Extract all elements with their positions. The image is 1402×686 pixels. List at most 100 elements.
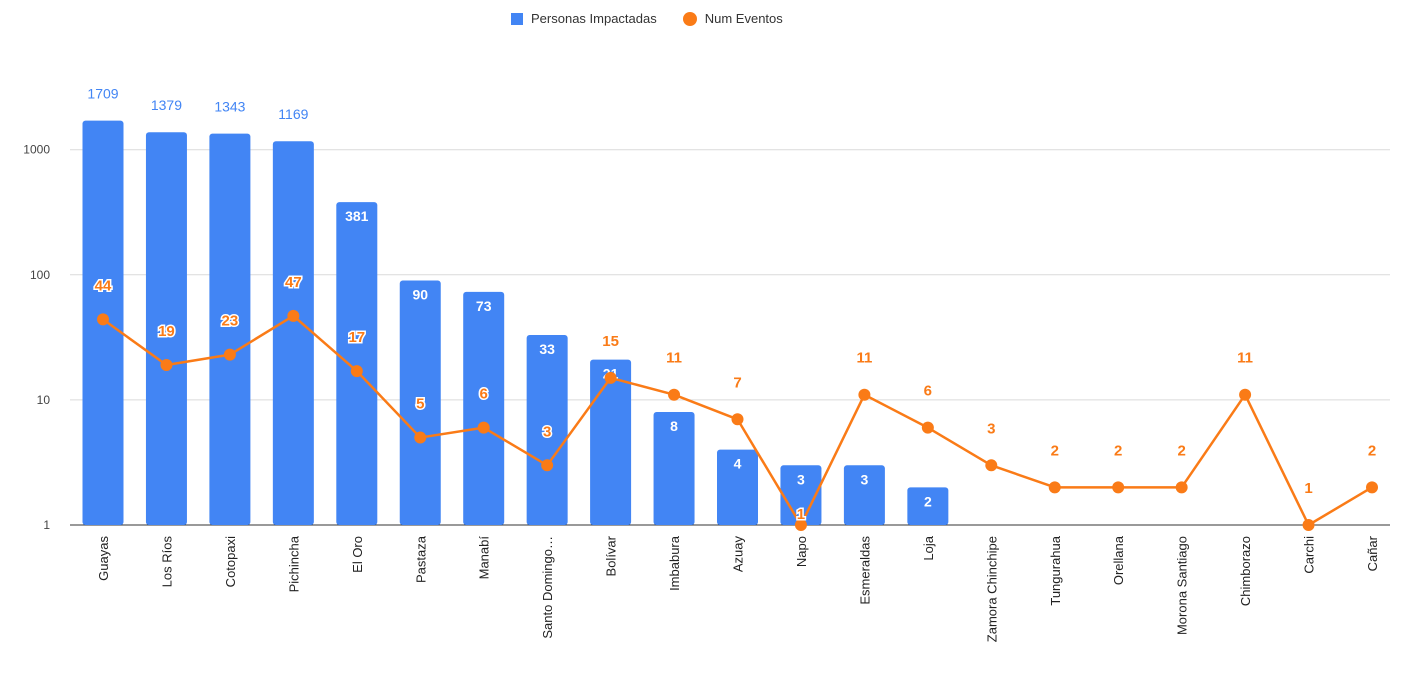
bar-data-label: 1169 bbox=[278, 106, 308, 122]
bar-data-label: 3 bbox=[797, 471, 805, 487]
line-point bbox=[541, 459, 554, 472]
line-data-label: 7 bbox=[733, 374, 741, 391]
bar bbox=[590, 359, 632, 525]
y-tick-label: 1 bbox=[43, 518, 50, 532]
line-data-label: 6 bbox=[924, 383, 932, 400]
bar bbox=[272, 141, 314, 525]
line-data-label: 23 bbox=[222, 313, 239, 330]
bar-data-label: 3 bbox=[861, 471, 869, 487]
line-data-label: 44 bbox=[95, 277, 112, 294]
x-tick-label: El Oro bbox=[350, 536, 365, 573]
x-tick-label: Manabí bbox=[477, 536, 492, 580]
line-point bbox=[731, 413, 744, 426]
bar-data-label: 2 bbox=[924, 493, 932, 509]
line-data-label: 11 bbox=[1237, 350, 1253, 367]
line-data-label: 2 bbox=[1368, 442, 1376, 459]
bar bbox=[145, 132, 187, 525]
x-tick-label: Morona Santiago bbox=[1175, 536, 1190, 635]
line-data-label: 2 bbox=[1114, 442, 1122, 459]
legend-item-line[interactable]: Num Eventos bbox=[682, 11, 783, 26]
bar-data-label: 73 bbox=[476, 298, 492, 314]
bar-data-label: 33 bbox=[539, 341, 555, 357]
line-data-label: 2 bbox=[1177, 442, 1185, 459]
bar-data-label: 1343 bbox=[214, 99, 245, 115]
line-data-label: 11 bbox=[856, 350, 872, 367]
line-point bbox=[223, 348, 236, 361]
bar bbox=[209, 133, 251, 526]
x-tick-label: Loja bbox=[921, 535, 936, 560]
line-data-label: 1 bbox=[1304, 480, 1312, 497]
line-point bbox=[985, 459, 998, 472]
line-point bbox=[604, 371, 617, 384]
line-point bbox=[160, 359, 173, 372]
x-tick-label: Bolívar bbox=[604, 535, 619, 576]
bar bbox=[843, 465, 885, 525]
bar bbox=[907, 487, 949, 525]
line-data-label: 1 bbox=[797, 506, 805, 523]
legend-swatch-bars bbox=[511, 12, 523, 25]
bar bbox=[653, 412, 695, 525]
line-point bbox=[287, 309, 300, 322]
line-point bbox=[1366, 481, 1378, 494]
bar bbox=[526, 335, 568, 525]
legend-label-line: Num Eventos bbox=[704, 11, 783, 26]
bar bbox=[463, 291, 505, 525]
line-point bbox=[1302, 519, 1315, 531]
bar-data-label: 381 bbox=[345, 208, 369, 224]
line-point bbox=[477, 421, 490, 434]
x-tick-label: Carchi bbox=[1302, 536, 1317, 574]
x-tick-label: Guayas bbox=[96, 536, 111, 581]
line-data-label: 11 bbox=[666, 350, 682, 367]
y-tick-label: 10 bbox=[37, 393, 51, 407]
x-tick-label: Pastaza bbox=[413, 535, 428, 583]
y-tick-label: 1000 bbox=[23, 143, 50, 157]
bar-data-label: 1379 bbox=[151, 97, 182, 113]
x-tick-label: Los Ríos bbox=[159, 536, 174, 588]
line-point bbox=[668, 388, 681, 401]
line-point bbox=[1112, 481, 1125, 494]
x-tick-label: Cañar bbox=[1365, 535, 1380, 571]
y-tick-label: 100 bbox=[30, 268, 50, 282]
x-tick-label: Tungurahua bbox=[1048, 535, 1063, 605]
line-point bbox=[794, 519, 807, 531]
bar-data-label: 4 bbox=[734, 456, 742, 472]
legend-item-bars[interactable]: Personas Impactadas bbox=[511, 11, 657, 26]
x-tick-label: Orellana bbox=[1111, 535, 1126, 585]
line-point bbox=[97, 313, 109, 326]
line-data-label: 5 bbox=[416, 396, 424, 413]
line-data-label: 3 bbox=[543, 423, 551, 440]
line-data-label: 17 bbox=[348, 329, 365, 346]
line-data-label: 47 bbox=[285, 274, 302, 291]
bar-data-label: 1709 bbox=[87, 86, 118, 102]
line-point bbox=[1239, 388, 1252, 401]
x-tick-label: Chimborazo bbox=[1238, 536, 1253, 606]
line-point bbox=[858, 388, 871, 401]
line-data-label: 6 bbox=[480, 386, 488, 403]
line-point bbox=[1048, 481, 1061, 494]
x-tick-label: Imbabura bbox=[667, 535, 682, 591]
bar bbox=[717, 449, 758, 525]
line-data-label: 3 bbox=[987, 420, 995, 437]
x-tick-label: Zamora Chinchipe bbox=[984, 536, 999, 642]
x-tick-label: Napo bbox=[794, 536, 809, 567]
line-data-label: 2 bbox=[1051, 442, 1059, 459]
x-tick-label: Esmeraldas bbox=[857, 536, 872, 605]
bar bbox=[399, 280, 441, 525]
x-tick-label: Cotopaxi bbox=[223, 536, 238, 587]
bar-data-label: 90 bbox=[412, 287, 428, 303]
legend-label-bars: Personas Impactadas bbox=[531, 11, 657, 26]
x-tick-label: Azuay bbox=[731, 536, 746, 573]
bar bbox=[336, 202, 378, 525]
line-point bbox=[414, 431, 427, 444]
x-tick-label: Pichincha bbox=[286, 535, 301, 592]
line-point bbox=[350, 365, 363, 378]
line-point bbox=[921, 421, 934, 434]
x-tick-label: Santo Domingo… bbox=[540, 536, 555, 639]
line-point bbox=[1175, 481, 1188, 494]
line-data-label: 19 bbox=[158, 323, 175, 340]
line-data-label: 15 bbox=[602, 333, 619, 350]
legend: Personas Impactadas Num Eventos bbox=[511, 11, 809, 26]
bar-data-label: 8 bbox=[670, 418, 678, 434]
legend-swatch-line bbox=[682, 11, 697, 26]
